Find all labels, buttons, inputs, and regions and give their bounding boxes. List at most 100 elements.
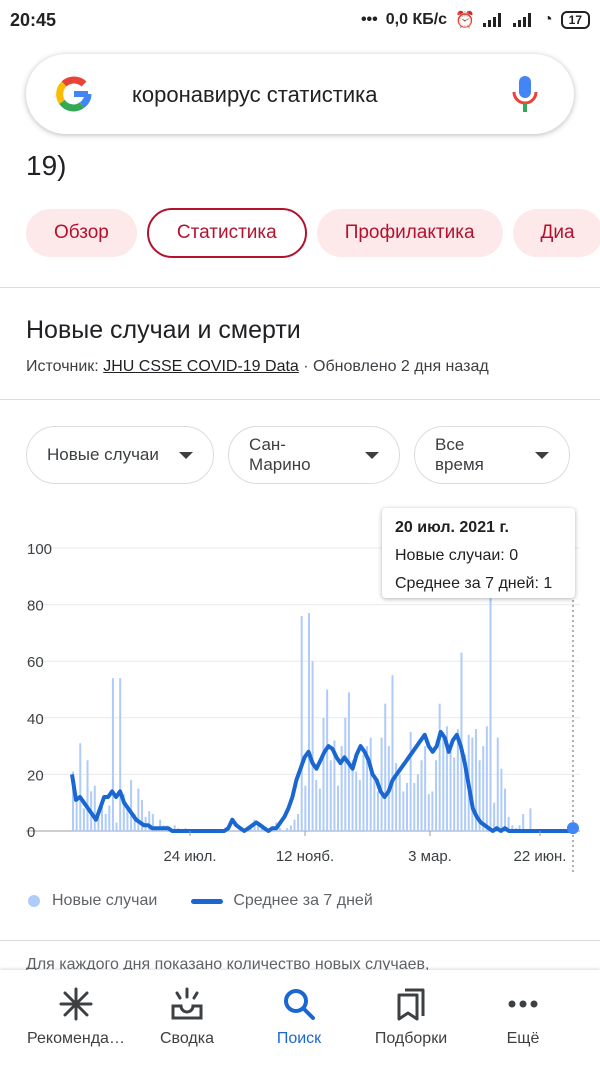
case-bar	[435, 760, 438, 831]
tab-statistics[interactable]: Статистика	[146, 208, 307, 258]
case-bar	[75, 797, 78, 831]
case-bar	[474, 729, 477, 831]
case-bar	[72, 771, 74, 831]
nav-search[interactable]: Поиск	[239, 984, 359, 1048]
case-bar	[518, 825, 521, 831]
wifi-icon: ◔	[542, 11, 553, 28]
case-bar	[337, 785, 340, 831]
battery-icon: 17	[560, 11, 590, 29]
case-bar	[119, 678, 122, 831]
case-bar	[424, 746, 427, 831]
case-bar	[148, 811, 151, 831]
filter-bar: Новые случаи Сан-Марино Все время	[26, 426, 570, 486]
tab-prevention[interactable]: Профилактика	[316, 209, 503, 257]
case-bar	[442, 731, 445, 831]
case-bar	[304, 785, 307, 831]
y-tick-label: 20	[27, 767, 44, 784]
search-query[interactable]: коронавирус статистика	[132, 82, 378, 107]
case-bar	[122, 794, 125, 831]
x-tick-label: 22 июн.	[514, 848, 567, 865]
more-dots-icon	[508, 1000, 538, 1008]
nav-summary[interactable]: Сводка	[127, 984, 247, 1048]
more-dots-status-icon: •••	[360, 11, 378, 28]
hover-point	[567, 822, 579, 835]
collections-icon	[397, 988, 425, 1021]
case-bar	[402, 791, 405, 831]
metric-dropdown[interactable]: Новые случаи	[26, 426, 214, 484]
nav-recommendations[interactable]: Рекоменда…	[16, 984, 136, 1048]
chart-tooltip: 20 июл. 2021 г. Новые случаи: 0 Среднее …	[382, 508, 575, 598]
case-bar	[257, 825, 260, 831]
case-bar	[126, 808, 129, 831]
case-bar	[137, 788, 140, 831]
case-bar	[82, 808, 85, 831]
case-bar	[79, 743, 82, 831]
avg-line	[70, 729, 575, 833]
tab-overview[interactable]: Обзор	[26, 209, 137, 257]
alarm-off-icon: ⏰	[455, 12, 475, 29]
case-bar	[456, 729, 459, 831]
signal-icon	[482, 13, 505, 27]
asterisk-icon	[59, 987, 93, 1021]
case-bar	[104, 814, 107, 831]
divider	[0, 287, 600, 288]
case-bar	[395, 763, 398, 831]
case-bar	[416, 774, 419, 831]
case-bar	[453, 757, 456, 831]
case-bar	[406, 782, 408, 831]
case-bar	[300, 615, 303, 831]
case-bar	[489, 596, 492, 831]
case-bar	[340, 746, 343, 831]
case-bar	[133, 814, 136, 831]
status-bar: 20:45 ••• 0,0 КБ/с ⏰ ◔ 17	[0, 0, 600, 40]
region-dropdown[interactable]: Сан-Марино	[228, 426, 400, 484]
case-bar	[420, 760, 423, 831]
case-bar	[311, 661, 314, 831]
source-line: Источник: JHU CSSE COVID-19 Data · Обнов…	[26, 358, 489, 375]
case-bar	[358, 780, 361, 831]
case-bar	[511, 825, 514, 831]
source-link[interactable]: JHU CSSE COVID-19 Data	[103, 358, 299, 375]
bottom-nav: Рекоменда… Сводка Поиск Подборки Ещё	[0, 970, 600, 1066]
nav-collections[interactable]: Подборки	[351, 984, 471, 1048]
case-bar	[293, 819, 296, 831]
case-bar	[427, 794, 430, 831]
case-bar	[322, 717, 325, 831]
mic-icon[interactable]	[510, 74, 540, 114]
case-bar	[101, 802, 104, 831]
case-bar	[315, 780, 318, 831]
case-bar	[260, 828, 263, 831]
case-bar	[438, 703, 441, 831]
case-bar	[344, 717, 347, 831]
case-bar	[445, 726, 448, 831]
tab-diagnosis[interactable]: Диа	[512, 209, 600, 257]
caret-down-icon	[535, 451, 549, 459]
legend-avg-label: Среднее за 7 дней	[233, 892, 373, 909]
signal-icon-2	[512, 13, 535, 27]
case-bar	[297, 814, 300, 831]
case-bar	[159, 819, 162, 831]
nav-more[interactable]: Ещё	[463, 984, 583, 1048]
case-bar	[449, 746, 452, 831]
case-bar	[289, 825, 292, 831]
case-bar	[409, 731, 412, 831]
cases-chart[interactable]: 0 20 40 60 80 100 24 июл. 12 нояб. 3 мар. 22 июн.	[0, 500, 600, 880]
case-bar	[529, 808, 532, 831]
x-tick-label: 12 нояб.	[276, 848, 334, 865]
case-bar	[130, 780, 133, 831]
case-bar	[140, 799, 143, 831]
case-bar	[460, 652, 463, 831]
case-bar	[384, 703, 387, 831]
period-dropdown[interactable]: Все время	[414, 426, 570, 484]
topic-tabs: Обзор Статистика Профилактика Диа	[26, 208, 600, 260]
legend-cases-label: Новые случаи	[52, 892, 158, 909]
case-bar	[366, 746, 369, 831]
search-box[interactable]: коронавирус статистика	[26, 54, 574, 134]
y-tick-label: 60	[27, 654, 44, 671]
tooltip-date: 20 июл. 2021 г.	[395, 519, 509, 536]
case-bar	[97, 816, 100, 831]
inbox-sparkle-icon	[171, 987, 203, 1020]
case-bar	[307, 613, 310, 831]
case-bar	[151, 814, 154, 831]
case-bar	[278, 828, 281, 831]
